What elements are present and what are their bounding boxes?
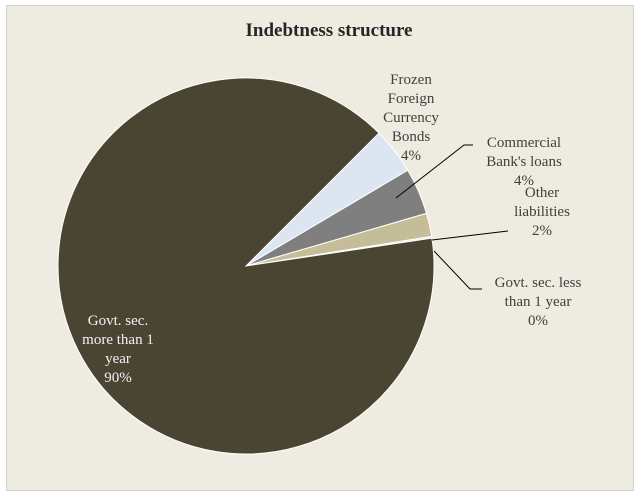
data-label: Govt. sec. more than 1 year 90% — [82, 313, 154, 386]
leader-line — [431, 230, 509, 241]
pie-slice — [57, 77, 435, 455]
data-label: Other liabilities 2% — [514, 185, 570, 239]
data-label: Commercial Bank's loans 4% — [486, 135, 562, 189]
data-label: Govt. sec. less than 1 year 0% — [495, 275, 582, 329]
leader-line — [395, 144, 473, 199]
leader-lines — [395, 144, 509, 290]
data-label: Frozen Foreign Currency Bonds 4% — [383, 72, 439, 164]
leader-line — [433, 250, 482, 290]
pie-slices — [57, 77, 435, 455]
chart-title: Indebtness structure — [246, 20, 413, 41]
data-labels: Frozen Foreign Currency Bonds 4% Commercial Ba… — [82, 72, 581, 386]
